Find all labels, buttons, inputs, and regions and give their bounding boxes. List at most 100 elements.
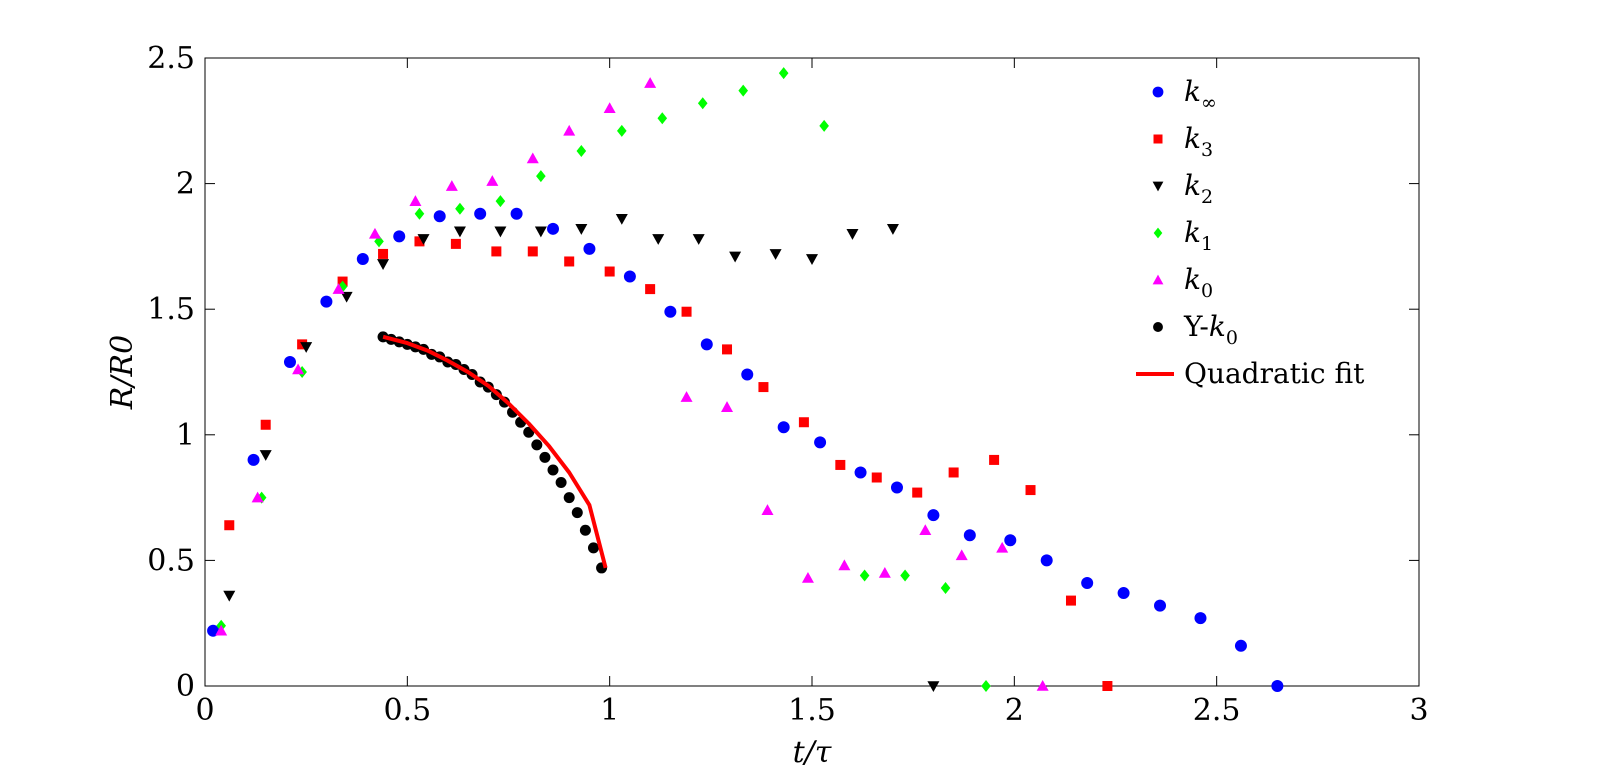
data-point [603, 102, 616, 114]
data-point [563, 124, 576, 136]
data-point [259, 450, 272, 461]
data-point [575, 224, 588, 235]
data-point [721, 401, 734, 412]
data-point [912, 487, 923, 498]
x-tick-label: 0.5 [383, 693, 431, 728]
x-tick-label: 0 [195, 693, 214, 728]
data-point [657, 112, 668, 125]
data-point [414, 236, 425, 247]
data-point [393, 230, 406, 243]
legend-swatch [1153, 134, 1163, 144]
data-point [495, 195, 506, 208]
data-point [414, 207, 425, 220]
data-point [890, 481, 903, 494]
y-tick-label: 1.5 [147, 292, 195, 327]
axes: 0 0.5 1 1.5 2 2.5 3 0 0.5 1 1.5 2 2.5 [147, 41, 1428, 728]
legend-item: Y-k0 [1153, 310, 1238, 349]
data-point [1194, 612, 1207, 625]
data-point [681, 306, 692, 317]
data-point [900, 569, 910, 582]
data-point [455, 202, 465, 215]
legend-item: k1 [1153, 216, 1213, 255]
data-point [539, 451, 551, 463]
x-tick-label: 3 [1409, 693, 1428, 728]
y-axis-label: R/R0 [105, 335, 140, 410]
y-tick-label: 1 [176, 418, 195, 453]
x-tick-label: 2.5 [1193, 693, 1241, 728]
data-point [378, 248, 389, 259]
data-point [527, 246, 538, 257]
data-point [224, 520, 235, 531]
data-point [940, 582, 951, 595]
data-point [798, 417, 809, 428]
data-point [474, 207, 487, 220]
data-point [510, 207, 523, 220]
data-point [534, 226, 547, 238]
legend-label: Quadratic fit [1184, 357, 1365, 390]
data-point [1025, 485, 1036, 496]
data-point [251, 491, 264, 503]
data-point [644, 77, 657, 88]
data-point [1102, 681, 1113, 691]
data-point [963, 529, 976, 542]
data-point [854, 466, 867, 479]
data-point [981, 680, 991, 692]
data-point [846, 229, 859, 240]
data-point [777, 421, 790, 434]
data-point [806, 254, 818, 265]
data-point [1117, 587, 1130, 600]
data-point [409, 195, 422, 206]
data-point [223, 590, 236, 602]
fit-line [382, 334, 608, 569]
data-point [450, 238, 461, 249]
legend-label: k1 [1184, 216, 1213, 255]
data-point [927, 681, 940, 692]
data-point [260, 419, 271, 430]
data-point [563, 492, 575, 504]
data-point [292, 363, 305, 375]
legend: k∞ k3 k2 k1 k0 Y-k0 Quadratic fit [1136, 75, 1365, 390]
data-point [996, 541, 1009, 553]
data-point [758, 382, 769, 393]
data-point [320, 295, 333, 308]
data-point [587, 542, 599, 554]
data-point [838, 559, 851, 571]
data-point [417, 234, 430, 245]
data-point [948, 467, 959, 478]
series-0 [207, 207, 1284, 692]
data-point [664, 305, 677, 318]
data-point [555, 477, 567, 489]
legend-swatch [1152, 274, 1164, 285]
data-point [1036, 680, 1049, 691]
x-tick-label: 1 [600, 693, 619, 728]
series-2 [223, 213, 940, 692]
data-point [579, 524, 591, 536]
y-tick-label: 0 [176, 669, 195, 704]
data-point [283, 355, 296, 368]
data-point [576, 144, 587, 157]
data-point [680, 391, 693, 402]
data-point [722, 344, 733, 355]
legend-item: k0 [1152, 263, 1213, 302]
legend-swatch [1153, 227, 1163, 239]
data-point [859, 569, 870, 582]
data-point [536, 170, 546, 183]
data-point [453, 226, 466, 238]
data-point [604, 266, 615, 277]
legend-label: Y-k0 [1183, 310, 1238, 349]
data-point [700, 338, 713, 351]
data-point [761, 504, 774, 515]
series-6 [382, 334, 608, 569]
data-point [445, 180, 458, 191]
legend-label: k2 [1184, 169, 1213, 208]
data-point [801, 571, 814, 583]
data-point [564, 256, 575, 267]
data-point [741, 368, 754, 381]
x-axis-label: t/τ [793, 735, 832, 770]
data-point [571, 507, 583, 519]
data-point [919, 524, 932, 536]
x-tick-label: 1.5 [788, 693, 836, 728]
legend-swatch [1152, 181, 1164, 192]
data-point [652, 234, 665, 245]
